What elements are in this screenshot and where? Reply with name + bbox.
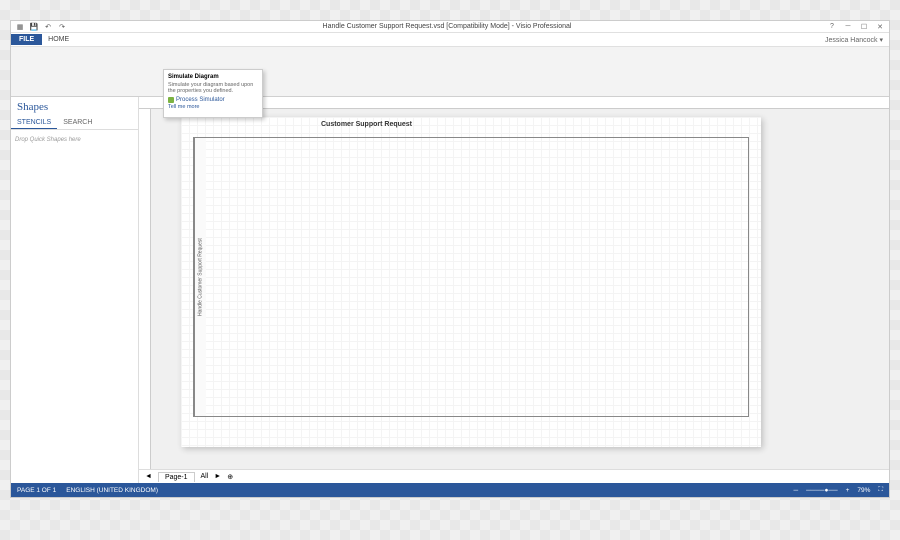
pager-add-icon[interactable]: ⊕ (227, 473, 233, 481)
tooltip-link[interactable]: Process Simulator (168, 97, 258, 103)
status-lang[interactable]: ENGLISH (UNITED KINGDOM) (66, 487, 158, 494)
close-icon[interactable]: ✕ (873, 22, 887, 32)
page-tab[interactable]: Page-1 (158, 472, 195, 482)
shape-palette (11, 146, 138, 154)
main-area: Shapes STENCILS SEARCH Drop Quick Shapes… (11, 97, 889, 483)
menubar: FILE HOME Jessica Hancock ▾ (11, 33, 889, 47)
pager-prev-icon[interactable]: ◄ (145, 473, 152, 480)
bpmn-pool[interactable]: Handle Customer Support Request (193, 137, 749, 417)
pager-next-icon[interactable]: ► (214, 473, 221, 480)
quick-access-toolbar: ▦ 💾 ↶ ↷ (11, 22, 71, 32)
status-page: PAGE 1 OF 1 (17, 487, 56, 494)
stencils-tab[interactable]: STENCILS (11, 117, 57, 129)
app-window: ▦ 💾 ↶ ↷ Handle Customer Support Request.… (10, 20, 890, 498)
tooltip-title: Simulate Diagram (168, 74, 258, 80)
drop-hint: Drop Quick Shapes here (11, 134, 138, 146)
titlebar: ▦ 💾 ↶ ↷ Handle Customer Support Request.… (11, 21, 889, 33)
ruler-vertical (139, 109, 151, 469)
menu-tab-home[interactable]: HOME (42, 34, 75, 45)
canvas-area: Customer Support Request Handle Customer… (139, 97, 889, 483)
maximize-icon[interactable]: ☐ (857, 22, 871, 32)
redo-icon[interactable]: ↷ (57, 22, 67, 32)
tooltip-body: Simulate your diagram based upon the pro… (168, 82, 258, 94)
zoom-in-icon[interactable]: + (846, 487, 850, 494)
diagram-title: Customer Support Request (321, 121, 412, 128)
undo-icon[interactable]: ↶ (43, 22, 53, 32)
visio-icon[interactable]: ▦ (15, 22, 25, 32)
zoom-slider[interactable]: ────●── (806, 487, 838, 494)
shapes-header: Shapes (11, 97, 138, 117)
statusbar: PAGE 1 OF 1 ENGLISH (UNITED KINGDOM) ─ ─… (11, 483, 889, 497)
zoom-value[interactable]: 79% (857, 487, 870, 494)
tooltip-more[interactable]: Tell me more (168, 104, 258, 110)
pager-all[interactable]: All (201, 473, 209, 480)
zoom-out-icon[interactable]: ─ (793, 487, 798, 494)
simulate-tooltip: Simulate Diagram Simulate your diagram b… (163, 69, 263, 118)
minimize-icon[interactable]: ─ (841, 22, 855, 32)
file-tab[interactable]: FILE (11, 34, 42, 45)
help-icon[interactable]: ? (825, 22, 839, 32)
ribbon (11, 47, 889, 97)
save-icon[interactable]: 💾 (29, 22, 39, 32)
pool-header: Handle Customer Support Request (194, 138, 206, 416)
search-tab[interactable]: SEARCH (57, 117, 98, 129)
window-title: Handle Customer Support Request.vsd [Com… (71, 23, 823, 30)
diagram-page[interactable]: Customer Support Request Handle Customer… (181, 117, 761, 447)
shapes-tabs: STENCILS SEARCH (11, 117, 138, 130)
canvas[interactable]: Customer Support Request Handle Customer… (151, 109, 889, 469)
user-name[interactable]: Jessica Hancock ▾ (819, 36, 889, 44)
fit-icon[interactable]: ⛶ (878, 486, 883, 494)
window-controls: ? ─ ☐ ✕ (823, 22, 889, 32)
shapes-panel: Shapes STENCILS SEARCH Drop Quick Shapes… (11, 97, 139, 483)
page-tabs: ◄ Page-1 All ► ⊕ (139, 469, 889, 483)
